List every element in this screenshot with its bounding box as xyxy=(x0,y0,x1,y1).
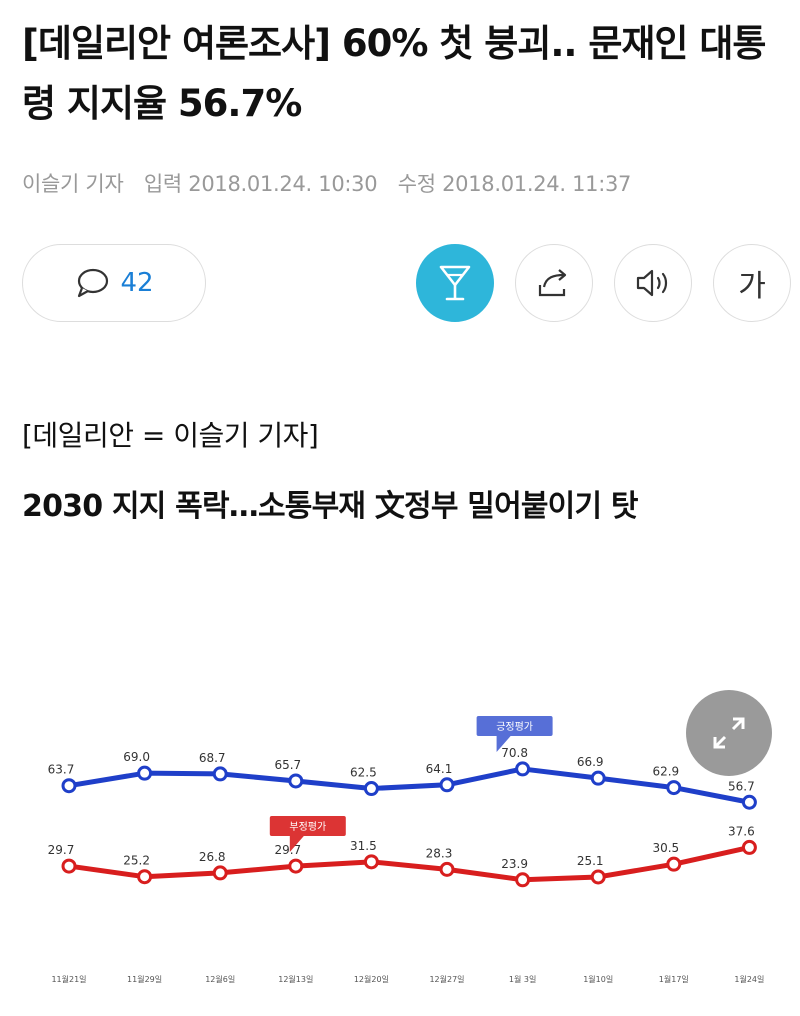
data-point xyxy=(288,773,304,789)
data-label: 23.9 xyxy=(501,857,528,871)
share-button[interactable] xyxy=(515,244,593,322)
series-callout-box xyxy=(476,716,553,736)
data-point xyxy=(212,865,228,881)
x-tick-label: 12월20일 xyxy=(354,974,389,984)
article-subhead: 2030 지지 폭락…소통부재 文정부 밀어붙이기 탓 xyxy=(22,489,639,524)
data-point xyxy=(212,766,228,782)
series-callout-box xyxy=(269,816,346,836)
data-label: 65.7 xyxy=(274,758,301,772)
data-point xyxy=(363,854,379,870)
data-point xyxy=(515,872,531,888)
legend-entry: 긍정평가 xyxy=(496,721,533,733)
reporter-line: [데일리안 = 이슬기 기자] xyxy=(22,419,319,452)
font-size-icon: 가 xyxy=(738,269,766,304)
data-point xyxy=(61,778,77,794)
data-label: 30.5 xyxy=(652,841,679,855)
data-point xyxy=(137,869,153,885)
x-tick-label: 1월 3일 xyxy=(509,974,536,984)
modified-time: 수정 2018.01.24. 11:37 xyxy=(397,172,632,196)
legend-entry: 부정평가 xyxy=(289,821,326,833)
font-size-button[interactable]: 가 xyxy=(713,244,791,322)
speaker-icon xyxy=(636,269,668,297)
comment-button[interactable]: 42 xyxy=(22,244,206,322)
x-tick-label: 11월21일 xyxy=(51,974,86,984)
x-tick-label: 12월13일 xyxy=(278,974,313,984)
data-label: 64.1 xyxy=(426,762,453,776)
data-point xyxy=(590,770,606,786)
data-point xyxy=(288,858,304,874)
data-label: 28.3 xyxy=(426,846,453,860)
data-label: 26.8 xyxy=(199,850,226,864)
data-label: 66.9 xyxy=(577,755,604,769)
data-point xyxy=(363,781,379,797)
series-line-1 xyxy=(66,844,752,883)
data-point xyxy=(666,780,682,796)
byline: 이슬기 기자 입력 2018.01.24. 10:30 수정 2018.01.2… xyxy=(22,168,645,198)
author-name: 이슬기 기자 xyxy=(22,172,124,196)
article-title: [데일리안 여론조사] 60% 첫 붕괴.. 문재인 대통령 지지율 56.7% xyxy=(22,22,766,125)
expand-image-button[interactable] xyxy=(686,690,772,776)
comment-icon xyxy=(78,268,109,298)
data-point xyxy=(439,861,455,877)
data-point xyxy=(439,777,455,793)
data-label: 62.5 xyxy=(350,766,377,780)
expand-icon xyxy=(713,717,745,749)
data-label: 31.5 xyxy=(350,839,377,853)
data-label: 29.7 xyxy=(48,843,75,857)
x-tick-label: 11월29일 xyxy=(127,974,162,984)
data-label: 25.1 xyxy=(577,854,604,868)
series-line-0 xyxy=(66,766,752,805)
series-callout-pointer xyxy=(496,736,511,752)
series-callout-pointer xyxy=(289,836,304,852)
data-label: 37.6 xyxy=(728,824,755,838)
data-label: 29.7 xyxy=(274,843,301,857)
share-icon xyxy=(538,269,567,297)
cheers-icon xyxy=(439,265,471,301)
data-point xyxy=(515,761,531,777)
data-label: 69.0 xyxy=(123,750,150,764)
tts-button[interactable] xyxy=(614,244,692,322)
published-time: 입력 2018.01.24. 10:30 xyxy=(143,172,378,196)
data-label: 25.2 xyxy=(123,854,150,868)
data-point xyxy=(61,858,77,874)
x-tick-label: 1월17일 xyxy=(659,974,689,984)
data-point xyxy=(590,869,606,885)
data-point xyxy=(741,794,757,810)
data-label: 70.8 xyxy=(501,746,528,760)
x-tick-label: 1월24일 xyxy=(734,974,764,984)
data-point xyxy=(666,856,682,872)
cheers-button[interactable] xyxy=(416,244,494,322)
data-label: 62.9 xyxy=(652,765,679,779)
comment-count: 42 xyxy=(120,268,154,298)
data-label: 56.7 xyxy=(728,779,755,793)
data-label: 63.7 xyxy=(48,763,75,777)
approval-rating-chart: 63.7 69.0 68.7 65.7 62.5 64.1 70.8 66.9 62.9 56.7… xyxy=(48,716,764,984)
x-tick-label: 1월10일 xyxy=(583,974,613,984)
x-tick-label: 12월6일 xyxy=(205,974,235,984)
data-label: 68.7 xyxy=(199,751,226,765)
data-point xyxy=(741,839,757,855)
x-tick-label: 12월27일 xyxy=(429,974,464,984)
data-point xyxy=(137,765,153,781)
